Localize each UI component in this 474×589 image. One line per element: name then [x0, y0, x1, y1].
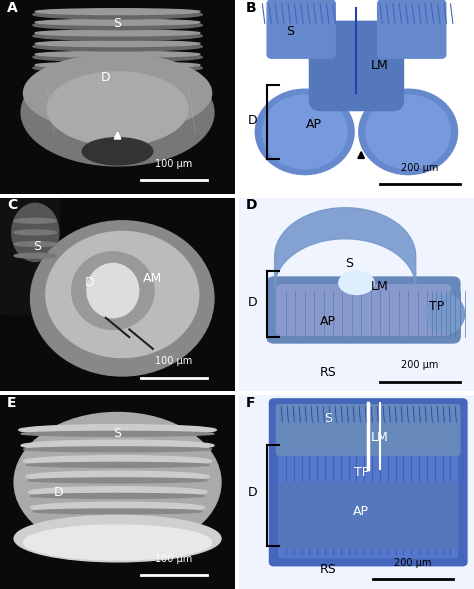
FancyBboxPatch shape [276, 285, 450, 335]
Ellipse shape [72, 252, 154, 329]
Text: TP: TP [429, 300, 444, 313]
Ellipse shape [21, 59, 214, 166]
Text: C: C [7, 198, 18, 212]
Ellipse shape [24, 525, 211, 560]
Ellipse shape [427, 294, 465, 333]
Text: A: A [7, 1, 18, 15]
Text: F: F [246, 396, 255, 410]
Text: S: S [287, 25, 295, 38]
Ellipse shape [30, 502, 205, 513]
Ellipse shape [28, 487, 207, 497]
Text: AP: AP [306, 118, 322, 131]
Ellipse shape [35, 9, 200, 15]
Ellipse shape [14, 241, 56, 246]
Text: 100 μm: 100 μm [155, 356, 192, 366]
Ellipse shape [82, 138, 153, 165]
Ellipse shape [14, 412, 221, 552]
Ellipse shape [33, 10, 202, 19]
Ellipse shape [263, 95, 347, 169]
Text: B: B [246, 1, 256, 15]
Text: D: D [248, 485, 258, 498]
Ellipse shape [35, 41, 200, 47]
FancyBboxPatch shape [378, 0, 446, 58]
Text: LM: LM [371, 280, 389, 293]
Ellipse shape [35, 62, 200, 68]
Text: D: D [84, 276, 94, 289]
Text: LM: LM [371, 59, 389, 72]
Ellipse shape [30, 494, 205, 498]
Ellipse shape [35, 30, 200, 36]
Text: LM: LM [371, 431, 389, 444]
Text: S: S [114, 427, 121, 441]
Ellipse shape [366, 95, 450, 169]
Ellipse shape [21, 431, 214, 436]
Ellipse shape [14, 515, 221, 562]
Ellipse shape [35, 51, 200, 57]
Ellipse shape [14, 253, 56, 258]
Text: D: D [246, 198, 257, 212]
Ellipse shape [30, 221, 214, 376]
Ellipse shape [26, 462, 209, 467]
Ellipse shape [46, 231, 199, 358]
Text: S: S [114, 16, 121, 30]
Text: S: S [34, 240, 42, 253]
Ellipse shape [33, 53, 202, 62]
Ellipse shape [33, 32, 202, 40]
Text: AM: AM [143, 273, 163, 286]
Text: S: S [346, 257, 354, 270]
Text: RS: RS [320, 563, 337, 576]
Ellipse shape [33, 42, 202, 51]
Text: E: E [7, 396, 17, 410]
Ellipse shape [14, 219, 56, 223]
Ellipse shape [33, 21, 202, 29]
Ellipse shape [12, 203, 59, 262]
Text: AP: AP [320, 315, 336, 328]
Ellipse shape [33, 509, 202, 514]
Text: D: D [54, 485, 64, 498]
Text: 100 μm: 100 μm [155, 554, 192, 564]
Text: 200 μm: 200 μm [401, 163, 438, 173]
FancyBboxPatch shape [276, 405, 460, 455]
Ellipse shape [35, 19, 200, 25]
Ellipse shape [33, 64, 202, 72]
Ellipse shape [19, 425, 216, 435]
Ellipse shape [255, 89, 354, 174]
Text: AP: AP [353, 505, 369, 518]
Ellipse shape [21, 440, 214, 451]
Ellipse shape [87, 263, 139, 318]
Text: S: S [324, 412, 332, 425]
Text: 200 μm: 200 μm [394, 558, 431, 568]
FancyBboxPatch shape [267, 277, 460, 343]
FancyBboxPatch shape [269, 399, 467, 565]
Ellipse shape [26, 471, 209, 482]
Ellipse shape [28, 478, 207, 483]
Ellipse shape [24, 447, 211, 452]
Text: 200 μm: 200 μm [401, 360, 438, 370]
FancyBboxPatch shape [310, 21, 403, 111]
Text: 100 μm: 100 μm [155, 159, 192, 169]
Bar [0, 197, 59, 314]
Ellipse shape [14, 230, 56, 235]
Ellipse shape [339, 271, 374, 294]
FancyBboxPatch shape [279, 406, 457, 558]
Ellipse shape [47, 72, 188, 145]
Text: TP: TP [354, 466, 369, 479]
FancyBboxPatch shape [279, 482, 457, 548]
Text: D: D [248, 296, 258, 309]
Ellipse shape [359, 89, 457, 174]
Text: D: D [101, 71, 110, 84]
Ellipse shape [24, 456, 211, 466]
Ellipse shape [24, 54, 211, 132]
Text: D: D [248, 114, 258, 127]
Text: RS: RS [320, 366, 337, 379]
FancyBboxPatch shape [267, 0, 335, 58]
